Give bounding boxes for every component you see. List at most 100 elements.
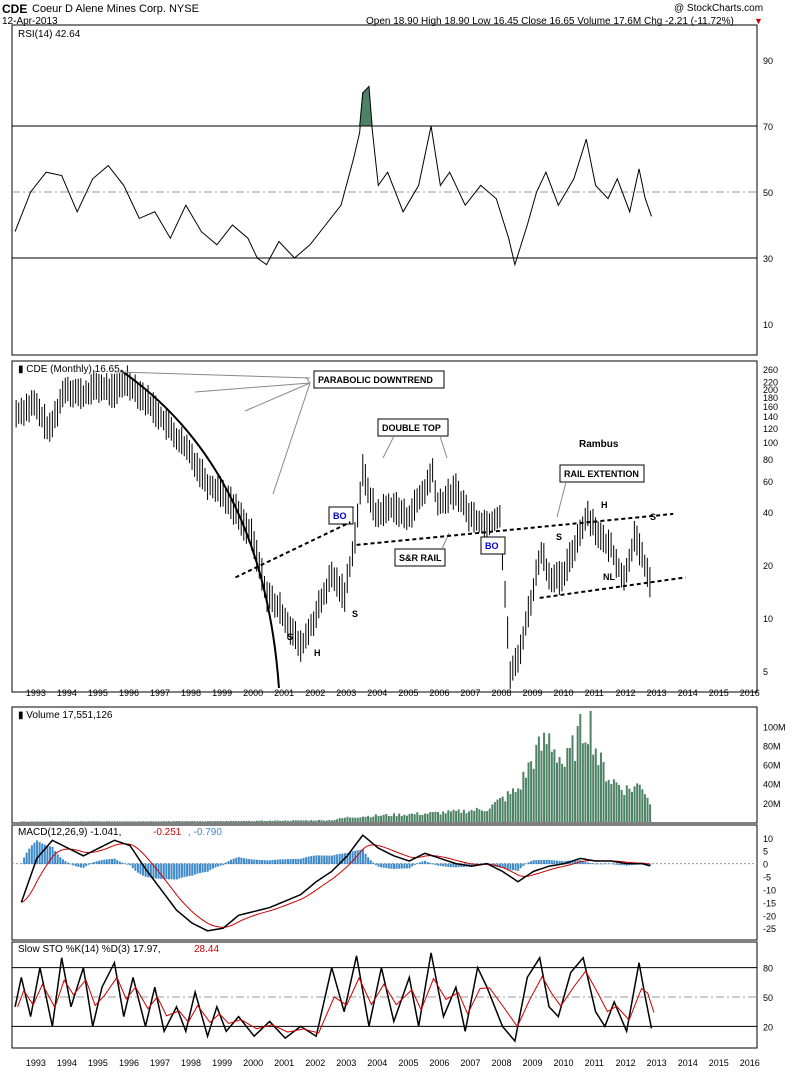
- volume-bar: [191, 821, 194, 822]
- sto-tick-label: 50: [763, 993, 773, 1003]
- macd-histogram-bar: [452, 863, 455, 868]
- macd-histogram-bar: [123, 863, 126, 865]
- sto-tick-label: 80: [763, 964, 773, 974]
- macd-histogram-bar: [369, 860, 372, 865]
- macd-histogram-bar: [131, 863, 134, 869]
- volume-bar: [618, 784, 621, 822]
- volume-bar: [480, 810, 483, 822]
- volume-bar: [250, 821, 253, 822]
- rsi-tick-label: 50: [763, 188, 773, 198]
- volume-bar: [274, 820, 277, 822]
- macd-histogram-bar: [587, 862, 590, 865]
- price-tick-label: 80: [763, 455, 773, 465]
- macd-histogram-bar: [149, 863, 152, 878]
- rsi-tick-label: 90: [763, 56, 773, 66]
- macd-histogram-bar: [294, 858, 297, 865]
- rail-extension-label-box: [559, 464, 645, 483]
- macd-histogram-bar: [625, 863, 628, 866]
- macd-histogram-bar: [535, 860, 538, 865]
- price-tick-label: 60: [763, 477, 773, 487]
- macd-histogram-bar: [253, 859, 256, 865]
- volume-bar: [610, 784, 613, 822]
- volume-bar: [121, 821, 124, 822]
- macd-histogram-bar: [214, 863, 217, 868]
- macd-histogram-bar: [537, 860, 540, 865]
- rsi-panel: [11, 24, 758, 356]
- volume-bar: [258, 820, 261, 822]
- volume-bar: [354, 817, 357, 822]
- volume-bar: [488, 808, 491, 822]
- macd-histogram-bar: [152, 863, 155, 879]
- volume-bar: [612, 779, 615, 822]
- volume-bar: [219, 820, 222, 822]
- macd-histogram-bar: [199, 863, 202, 874]
- macd-histogram-bar: [155, 863, 158, 879]
- year-label: 1999: [212, 688, 232, 698]
- volume-bar: [351, 817, 354, 822]
- volume-bar: [134, 821, 137, 822]
- sto-k-line: [14, 952, 653, 1043]
- macd-histogram-bar: [449, 863, 452, 868]
- volume-bar: [87, 821, 90, 822]
- volume-bar: [393, 813, 396, 822]
- volume-bar: [23, 821, 26, 822]
- volume-bar: [364, 816, 367, 822]
- macd-histogram-bar: [550, 860, 553, 865]
- pattern-letter-s1: S: [287, 632, 293, 642]
- macd-histogram-bar: [457, 863, 460, 868]
- volume-bar: [625, 785, 628, 822]
- macd-histogram-bar: [59, 857, 62, 865]
- volume-bar: [421, 814, 424, 822]
- macd-histogram-bar: [183, 863, 186, 878]
- volume-bar: [390, 816, 393, 822]
- macd-histogram-bar: [584, 861, 587, 865]
- macd-histogram-bar: [281, 859, 284, 865]
- volume-tick-label: 20M: [763, 799, 781, 809]
- volume-bar: [64, 821, 67, 822]
- macd-histogram-bar: [224, 862, 227, 865]
- year-label: 1997: [150, 688, 170, 698]
- macd-histogram-bar: [276, 859, 279, 865]
- volume-bar: [227, 821, 230, 822]
- macd-histogram-bar: [72, 863, 75, 866]
- macd-histogram-bar: [628, 863, 631, 866]
- rsi-overbought-fill: [359, 85, 373, 127]
- macd-histogram-bar: [105, 859, 108, 865]
- year-label: 1995: [88, 1058, 108, 1068]
- volume-bar: [165, 821, 168, 822]
- volume-bar: [103, 821, 106, 822]
- macd-histogram-bar: [206, 863, 209, 872]
- macd-histogram-bar: [217, 863, 220, 867]
- macd-histogram-bar: [77, 863, 80, 867]
- macd-histogram-bar: [67, 862, 70, 865]
- volume-bar: [245, 820, 248, 822]
- volume-bar: [328, 820, 331, 822]
- macd-histogram-bar: [364, 853, 367, 865]
- macd-histogram-bar: [540, 859, 543, 865]
- sto-label-a: Slow STO %K(14) %D(3) 17.97,: [18, 944, 161, 955]
- volume-bar: [196, 821, 199, 822]
- macd-histogram-bar: [545, 859, 548, 865]
- volume-bar: [537, 736, 540, 822]
- macd-histogram-bar: [543, 859, 546, 865]
- volume-bar: [599, 752, 602, 822]
- macd-histogram-bar: [592, 863, 595, 865]
- macd-histogram-bar: [271, 860, 274, 865]
- macd-histogram-bar: [222, 863, 225, 866]
- macd-histogram-bar: [209, 863, 212, 870]
- macd-histogram-bar: [268, 860, 271, 865]
- macd-histogram-bar: [374, 863, 377, 866]
- macd-histogram-bar: [92, 862, 95, 865]
- macd-histogram-bar: [607, 863, 610, 865]
- year-label: 2006: [429, 1058, 449, 1068]
- volume-bar: [59, 821, 62, 822]
- macd-histogram-bar: [20, 863, 23, 865]
- year-label: 2014: [678, 688, 698, 698]
- volume-bar: [558, 757, 561, 822]
- macd-histogram-bar: [178, 863, 181, 879]
- volume-bar: [20, 821, 23, 822]
- volume-bar: [439, 814, 442, 822]
- volume-bar: [465, 813, 468, 822]
- rsi-tick-label: 10: [763, 320, 773, 330]
- volume-bar: [512, 788, 515, 822]
